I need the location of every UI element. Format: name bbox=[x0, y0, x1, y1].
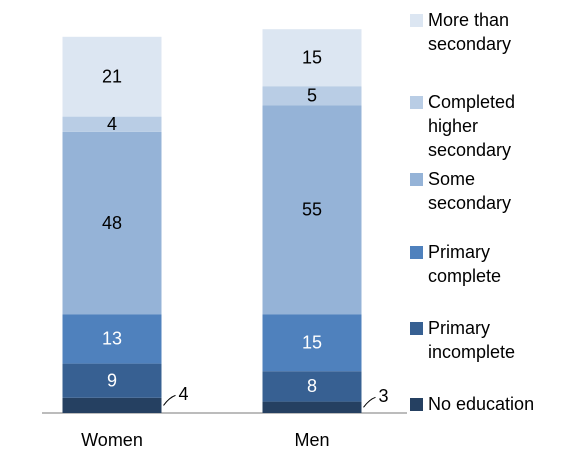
data-label: 15 bbox=[302, 332, 322, 352]
legend-label: Completed higher secondary bbox=[428, 92, 516, 160]
data-label: 48 bbox=[102, 213, 122, 233]
bar-segment bbox=[62, 397, 162, 413]
data-label: 13 bbox=[102, 329, 122, 349]
legend-swatch bbox=[410, 173, 423, 186]
legend-swatch bbox=[410, 96, 423, 109]
data-label: 4 bbox=[179, 384, 189, 404]
data-label: 3 bbox=[379, 386, 389, 406]
bar-segment bbox=[262, 401, 362, 413]
bar-segment bbox=[62, 363, 162, 398]
legend-label: More than secondary bbox=[428, 10, 512, 54]
x-tick-label: Women bbox=[81, 430, 143, 450]
bar-segment bbox=[62, 314, 162, 364]
data-label: 9 bbox=[107, 370, 117, 390]
data-label: 15 bbox=[302, 47, 322, 67]
legend-label: Some secondary bbox=[428, 169, 512, 213]
bar-segment bbox=[62, 131, 162, 315]
leader-line bbox=[363, 396, 376, 408]
data-label: 21 bbox=[102, 66, 122, 86]
data-label: 5 bbox=[307, 85, 317, 105]
bar-segment bbox=[262, 86, 362, 106]
bar-segment bbox=[262, 105, 362, 315]
bar-segment bbox=[62, 36, 162, 117]
legend-label: Primary incomplete bbox=[428, 318, 516, 362]
data-label: 4 bbox=[107, 114, 117, 134]
leader-line bbox=[163, 394, 176, 406]
legend-swatch bbox=[410, 246, 423, 259]
legend-swatch bbox=[410, 322, 423, 335]
legend-swatch bbox=[410, 14, 423, 27]
bar-segment bbox=[62, 116, 162, 132]
bar-segment bbox=[262, 371, 362, 402]
legend-label: Primary complete bbox=[428, 242, 502, 286]
x-tick-label: Men bbox=[294, 430, 329, 450]
data-label: 55 bbox=[302, 199, 322, 219]
legend-swatch bbox=[410, 398, 423, 411]
bar-segment bbox=[262, 29, 362, 87]
bar-segment bbox=[262, 314, 362, 372]
legend-label: No education bbox=[428, 394, 535, 414]
data-label: 8 bbox=[307, 376, 317, 396]
